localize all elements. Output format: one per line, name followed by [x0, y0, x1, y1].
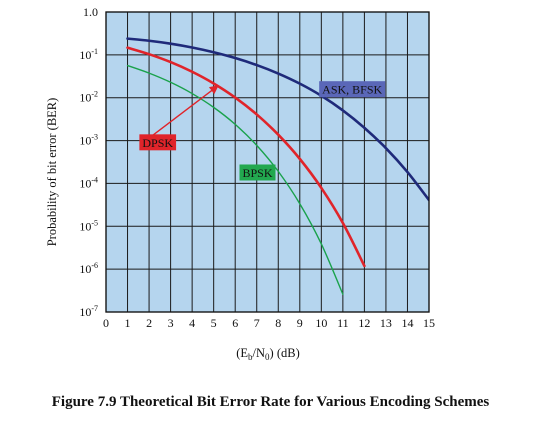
x-tick-label: 2 [146, 316, 152, 330]
series-label-box [319, 81, 386, 98]
series-label-bpsk: BPSK [239, 164, 276, 181]
series-label-dpsk: DPSK [139, 134, 177, 151]
series-line-bpsk [126, 64, 344, 295]
x-tick-label: 4 [189, 316, 195, 330]
x-tick-label: 8 [275, 316, 281, 330]
x-axis-label: (Eb/N0) (dB) [236, 346, 300, 362]
series-labels: ASK, BFSK DPSK BPSK [139, 81, 386, 181]
x-axis-label-suffix: ) (dB) [270, 346, 300, 360]
x-tick-label: 13 [380, 316, 392, 330]
x-tick-label: 3 [168, 316, 174, 330]
plot-area [105, 11, 430, 313]
series-label-text: ASK, BFSK [322, 83, 382, 97]
x-tick-label: 12 [358, 316, 370, 330]
y-tick-label: 10-2 [79, 90, 98, 105]
x-tick-labels: 0 1 2 3 4 5 6 7 8 9 10 11 12 13 14 15 [103, 316, 435, 330]
figure-caption: Figure 7.9 Theoretical Bit Error Rate fo… [51, 394, 490, 410]
y-tick-labels: 1.0 10-1 10-2 10-3 10-4 10-5 10-6 10-7 [79, 5, 98, 319]
x-tick-label: 6 [232, 316, 238, 330]
series-label-text: BPSK [243, 166, 273, 180]
x-tick-label: 15 [423, 316, 435, 330]
x-tick-label: 9 [297, 316, 303, 330]
x-tick-label: 11 [337, 316, 349, 330]
x-tick-label: 14 [401, 316, 413, 330]
x-tick-label: 0 [103, 316, 109, 330]
x-tick-label: 10 [315, 316, 327, 330]
x-axis-label-prefix: (E [236, 346, 248, 360]
x-axis-label-sub-0: 0 [265, 352, 270, 362]
x-axis-label-mid: /N [253, 346, 266, 360]
series-layer [126, 37, 429, 295]
series-label-box [139, 134, 177, 151]
plot-frame [105, 11, 430, 313]
y-axis-label: Probability of bit error (BER) [45, 98, 59, 247]
y-tick-label: 10-1 [79, 47, 98, 62]
ber-chart: 0 1 2 3 4 5 6 7 8 9 10 11 12 13 14 15 1.010-110-210-310… [45, 5, 435, 362]
x-tick-label: 1 [125, 316, 131, 330]
series-line-dpsk [126, 46, 366, 268]
y-tick-label: 10-5 [79, 218, 98, 233]
grid-lines [106, 12, 429, 312]
x-axis-label-sub-b: b [248, 352, 253, 362]
series-label-box [239, 164, 276, 181]
y-tick-label: 10-4 [79, 175, 98, 190]
y-tick-label: 10-7 [79, 304, 98, 319]
series-label-ask-bfsk: ASK, BFSK [319, 81, 386, 98]
series-label-text: DPSK [142, 136, 173, 150]
y-tick-label: 10-6 [79, 261, 98, 276]
series-line-ask-bfsk [126, 37, 429, 202]
x-tick-label: 5 [211, 316, 217, 330]
dpsk-arrow [150, 85, 219, 137]
y-tick-label: 1.0 [83, 5, 98, 19]
y-tick-label: 10-3 [79, 133, 98, 148]
x-tick-label: 7 [254, 316, 260, 330]
